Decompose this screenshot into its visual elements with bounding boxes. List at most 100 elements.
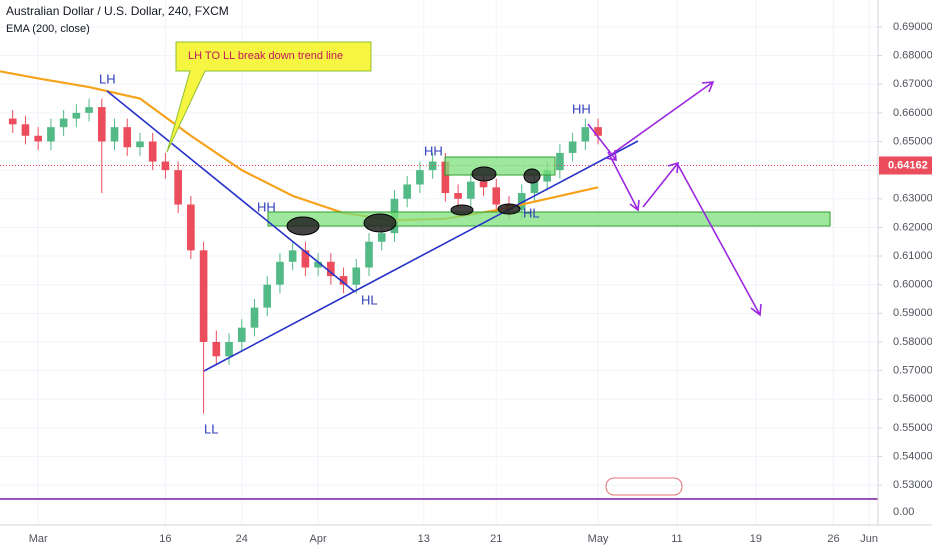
last-price-box bbox=[879, 156, 932, 175]
candle-body bbox=[21, 124, 30, 136]
y-tick-label: 0.57000 bbox=[893, 365, 932, 377]
annotation: HH bbox=[424, 143, 443, 158]
axis-break-label: 0.00 bbox=[893, 506, 914, 518]
x-tick-label: 16 bbox=[159, 533, 171, 545]
arrow bbox=[677, 164, 762, 317]
candle-body bbox=[594, 127, 602, 136]
candle-body bbox=[327, 261, 335, 277]
candle-body bbox=[276, 261, 284, 285]
x-tick-label: 26 bbox=[827, 533, 839, 545]
ellipse bbox=[471, 166, 497, 182]
candle-body bbox=[365, 241, 373, 268]
axes: 0.53000 0.54000 0.55000 0.56000 0.57000 0.580… bbox=[29, 21, 932, 545]
y-tick-label: 0.55000 bbox=[893, 422, 932, 434]
candle-body bbox=[339, 276, 348, 285]
annotation: HH bbox=[257, 199, 276, 214]
indicator-label: EMA (200, close) bbox=[6, 23, 90, 35]
candle-body bbox=[34, 135, 42, 142]
ellipse bbox=[523, 168, 541, 184]
y-tick-label: 0.66000 bbox=[893, 107, 932, 119]
last-price-label: 0.64162 bbox=[888, 159, 928, 171]
candle-body bbox=[441, 161, 450, 194]
annotation: HL bbox=[523, 205, 540, 220]
plot bbox=[0, 70, 878, 414]
candle-body bbox=[199, 250, 208, 342]
candle-body bbox=[543, 170, 551, 182]
candle-body bbox=[568, 141, 577, 153]
candle-body bbox=[454, 193, 462, 199]
candle-body bbox=[466, 181, 475, 199]
y-tick-label: 0.68000 bbox=[893, 49, 932, 61]
candle-body bbox=[110, 127, 119, 142]
candle-body bbox=[85, 107, 93, 113]
candle-body bbox=[72, 112, 81, 119]
trend-line bbox=[203, 140, 639, 372]
x-tick-label: Apr bbox=[310, 533, 327, 545]
ellipse bbox=[450, 204, 474, 216]
arrow bbox=[642, 161, 679, 208]
x-tick-label: May bbox=[588, 533, 609, 545]
callout-box bbox=[166, 41, 372, 153]
y-tick-label: 0.62000 bbox=[893, 221, 932, 233]
x-tick-label: Jun bbox=[860, 533, 878, 545]
grid bbox=[0, 0, 878, 525]
candle-body bbox=[225, 341, 233, 357]
candle-body bbox=[581, 127, 590, 142]
y-tick-label: 0.58000 bbox=[893, 336, 932, 348]
drawings: LH TO LL break down trend line LH LL HH … bbox=[0, 41, 878, 500]
candle-body bbox=[263, 284, 272, 308]
x-tick-label: 19 bbox=[750, 533, 762, 545]
event-icons[interactable] bbox=[605, 477, 683, 496]
candle-body bbox=[517, 193, 526, 211]
x-tick-label: 11 bbox=[671, 533, 682, 545]
y-tick-label: 0.69000 bbox=[893, 21, 932, 33]
x-tick-label: Mar bbox=[29, 533, 48, 545]
annotation: LH bbox=[99, 71, 116, 86]
candle-body bbox=[8, 118, 17, 125]
markers bbox=[286, 166, 541, 236]
candle-body bbox=[237, 327, 246, 342]
chart-title: Australian Dollar / U.S. Dollar, 240, FX… bbox=[6, 4, 229, 18]
y-tick-label: 0.54000 bbox=[893, 450, 932, 462]
candle-body bbox=[250, 307, 259, 328]
candle-body bbox=[187, 204, 195, 251]
support-zone bbox=[267, 211, 831, 227]
x-tick-label: 24 bbox=[236, 533, 248, 545]
trend-line bbox=[106, 90, 356, 293]
y-tick-label: 0.60000 bbox=[893, 279, 932, 291]
x-tick-label: 13 bbox=[418, 533, 430, 545]
x-tick-label: 21 bbox=[490, 533, 502, 545]
candle-body bbox=[136, 141, 144, 148]
candle-body bbox=[59, 118, 68, 128]
candle-body bbox=[174, 170, 182, 205]
candle-body bbox=[314, 261, 322, 268]
ellipse bbox=[497, 203, 521, 215]
candle-body bbox=[47, 127, 55, 142]
y-tick-label: 0.61000 bbox=[893, 250, 932, 262]
y-tick-label: 0.53000 bbox=[893, 479, 932, 491]
y-tick-label: 0.59000 bbox=[893, 307, 932, 319]
candle-body bbox=[212, 341, 221, 357]
annotation: HL bbox=[361, 292, 378, 307]
candle-body bbox=[530, 181, 539, 194]
arrows bbox=[587, 81, 762, 317]
candle-body bbox=[288, 250, 297, 262]
callout-text: LH TO LL break down trend line bbox=[188, 50, 343, 62]
y-tick-label: 0.65000 bbox=[893, 135, 932, 147]
candle-body bbox=[148, 141, 157, 162]
y-tick-label: 0.63000 bbox=[893, 193, 932, 205]
arrow bbox=[611, 81, 715, 155]
price-axis bbox=[878, 0, 932, 550]
ema-line bbox=[0, 70, 599, 222]
candle-body bbox=[97, 107, 106, 142]
candle-body bbox=[352, 267, 361, 285]
candle-body bbox=[479, 181, 488, 188]
candle-body bbox=[123, 127, 132, 148]
annotation: LL bbox=[204, 421, 218, 436]
ellipse bbox=[286, 216, 320, 236]
candle-body bbox=[377, 233, 386, 242]
candle-body bbox=[403, 184, 412, 199]
candle-body bbox=[492, 187, 501, 205]
candle-body bbox=[301, 250, 310, 268]
